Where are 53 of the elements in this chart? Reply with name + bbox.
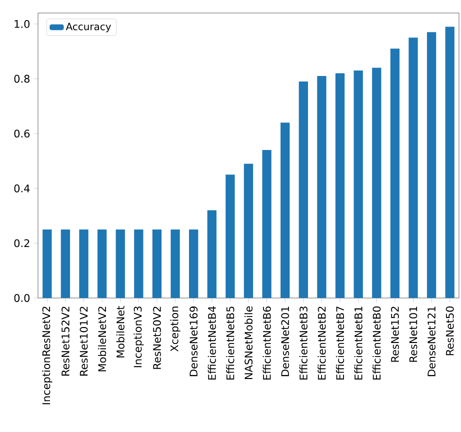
- y-tick-label: 0.8: [14, 74, 30, 83]
- bar: [262, 150, 272, 298]
- x-tick-label: ResNet50V2: [153, 306, 161, 369]
- x-tick-label: ResNet101V2: [80, 306, 88, 376]
- x-tick-label: Xception: [170, 306, 180, 352]
- x-tick-label: DenseNet169: [190, 306, 198, 376]
- x-tick-label: ResNet152: [390, 306, 399, 362]
- bar: [134, 229, 144, 298]
- y-tick-label: 1.0: [14, 20, 30, 28]
- y-tick-label: 0.4: [14, 184, 30, 192]
- bar: [426, 32, 436, 298]
- bar: [170, 229, 180, 298]
- x-tick-label: InceptionResNetV2: [42, 306, 52, 404]
- x-tick-label: EfficientNetB0: [372, 306, 381, 380]
- bar: [390, 48, 400, 298]
- x-tick-label: EfficientNetB3: [299, 306, 308, 380]
- x-tick-label: ResNet101: [409, 306, 418, 362]
- bar: [116, 229, 125, 298]
- bar: [317, 76, 326, 298]
- bar: [335, 73, 345, 298]
- x-tick-label: EfficientNetB4: [208, 306, 216, 380]
- legend-label: Accuracy: [66, 22, 111, 32]
- bar: [97, 229, 107, 298]
- y-tick-label: 0.0: [14, 294, 30, 302]
- y-tick-label: 0.6: [14, 130, 30, 138]
- y-tick-label: 0.2: [14, 239, 30, 248]
- x-tick-label: MobileNetV2: [98, 306, 106, 372]
- bar: [207, 210, 216, 298]
- bar: [79, 229, 88, 298]
- bar: [244, 164, 254, 298]
- bar: [60, 229, 70, 298]
- x-tick-label: InceptionV3: [134, 306, 144, 368]
- x-tick-label: EfficientNetB6: [262, 306, 271, 380]
- x-tick-label: EfficientNetB5: [226, 306, 234, 380]
- bar: [152, 229, 162, 298]
- bar: [226, 174, 235, 298]
- x-tick-label: DenseNet121: [428, 306, 436, 376]
- bar: [298, 82, 308, 298]
- bar: [372, 68, 382, 298]
- x-tick-label: ResNet50: [446, 306, 454, 356]
- x-tick-label: EfficientNetB7: [336, 306, 344, 380]
- bar: [354, 70, 363, 298]
- bar: [408, 38, 418, 298]
- bar: [189, 229, 198, 298]
- bar: [280, 122, 290, 298]
- x-tick-label: ResNet152V2: [62, 306, 70, 376]
- x-tick-label: MobileNet: [116, 306, 124, 358]
- x-tick-label: EfficientNetB2: [318, 306, 326, 380]
- x-tick-label: DenseNet201: [281, 306, 290, 376]
- x-tick-label: NASNetMobile: [244, 306, 253, 380]
- bar: [42, 229, 52, 298]
- x-tick-label: EfficientNetB1: [354, 306, 362, 380]
- bar: [445, 26, 454, 298]
